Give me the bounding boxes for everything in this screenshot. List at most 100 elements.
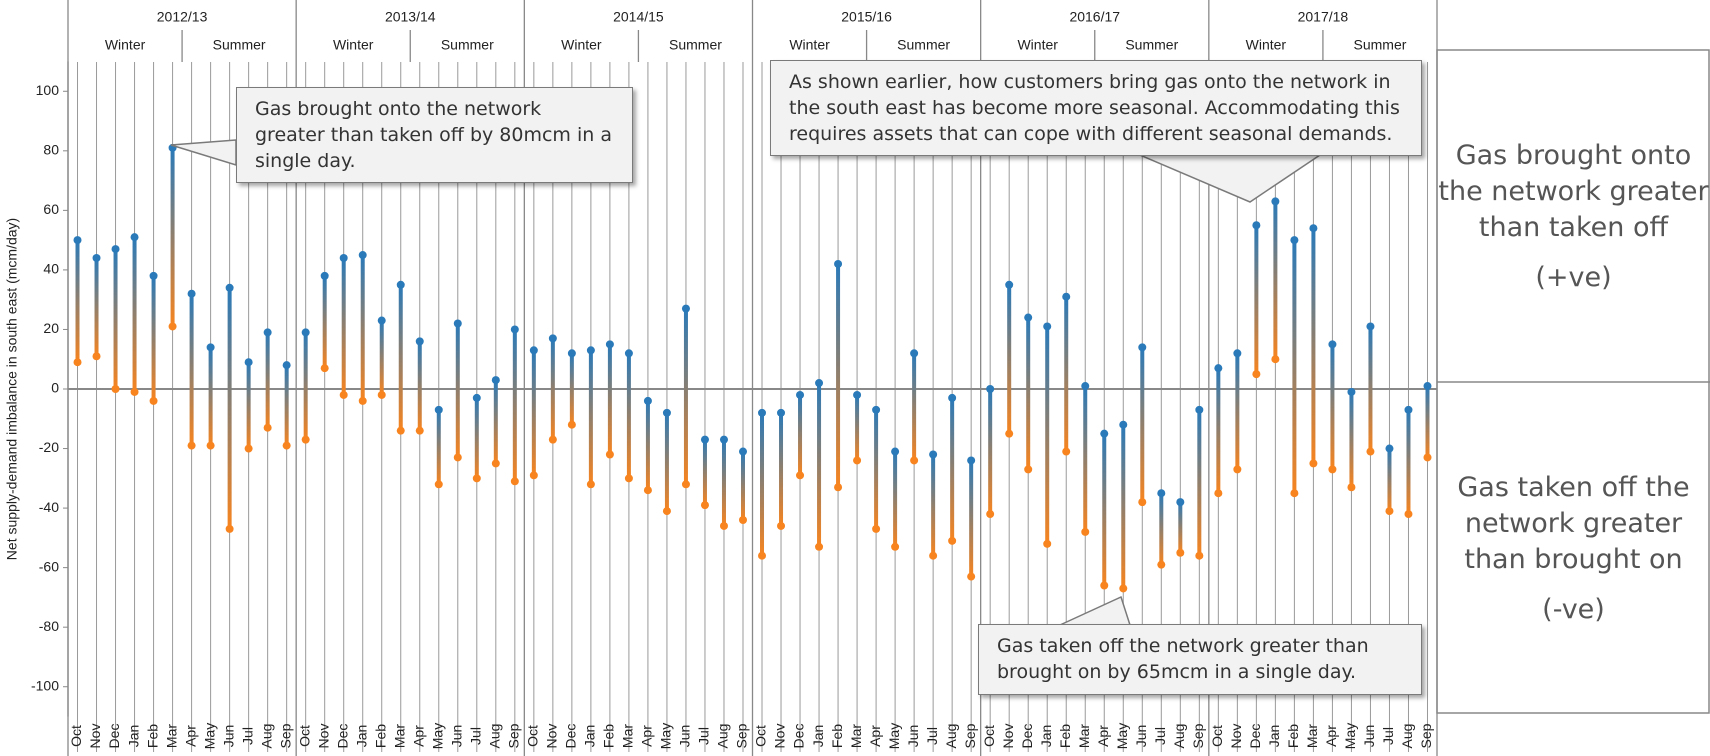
range-bar — [1102, 433, 1107, 586]
range-bar — [931, 454, 936, 556]
min-dot — [605, 450, 614, 459]
year-label: 2014/15 — [613, 9, 664, 25]
x-tick-label: Mar — [391, 724, 407, 748]
season-label: Winter — [561, 37, 602, 53]
min-dot — [1423, 453, 1432, 462]
x-tick-label: Jul — [468, 727, 484, 745]
range-bar — [950, 397, 955, 541]
x-tick-label: Dec — [106, 724, 122, 749]
max-dot — [1385, 444, 1394, 453]
max-dot — [815, 379, 824, 388]
range-bar — [1045, 326, 1050, 544]
x-tick-label: Jun — [1361, 725, 1377, 748]
min-dot — [1385, 507, 1394, 516]
max-dot — [453, 319, 462, 328]
y-tick-label: 60 — [43, 201, 59, 217]
x-tick-label: Aug — [258, 724, 274, 749]
range-bar — [664, 412, 669, 512]
min-dot — [339, 390, 348, 399]
max-dot — [206, 343, 215, 352]
season-label: Winter — [789, 37, 830, 53]
x-tick-label: Aug — [1399, 724, 1415, 749]
x-tick-label: Aug — [715, 724, 731, 749]
y-tick-label: -80 — [39, 618, 59, 634]
x-tick-label: Jan — [1038, 725, 1054, 748]
max-dot — [377, 316, 386, 325]
max-dot — [263, 328, 272, 337]
min-dot — [834, 483, 843, 492]
min-dot — [1252, 370, 1261, 379]
max-dot — [643, 396, 652, 405]
max-dot — [472, 393, 481, 402]
max-dot — [244, 358, 253, 367]
range-bar — [75, 240, 80, 363]
range-bar — [779, 412, 784, 526]
max-dot — [758, 408, 767, 417]
range-bar — [398, 284, 403, 431]
range-bar — [493, 380, 498, 464]
min-dot — [548, 435, 557, 444]
max-dot — [301, 328, 310, 337]
y-tick-label: -40 — [39, 499, 59, 515]
range-bar — [94, 258, 99, 357]
x-tick-label: Apr — [639, 725, 655, 747]
min-dot — [1043, 539, 1052, 548]
season-label: Winter — [1017, 37, 1058, 53]
max-dot — [719, 435, 728, 444]
x-tick-label: Jun — [677, 725, 693, 748]
max-dot — [662, 408, 671, 417]
max-dot — [1328, 340, 1337, 349]
range-bar — [702, 439, 707, 506]
year-label: 2015/16 — [841, 9, 892, 25]
x-tick-label: Nov — [772, 724, 788, 749]
x-tick-label: Dec — [791, 724, 807, 749]
x-tick-label: Mar — [1304, 724, 1320, 748]
max-dot — [1290, 236, 1299, 245]
min-dot — [910, 456, 919, 465]
range-bar — [227, 287, 232, 529]
max-dot — [358, 251, 367, 260]
min-dot — [719, 521, 728, 530]
min-dot — [1328, 465, 1337, 474]
min-dot — [244, 444, 253, 453]
x-tick-label: May — [1114, 723, 1130, 749]
range-bar — [1273, 201, 1278, 360]
min-dot — [73, 358, 82, 367]
max-dot — [891, 447, 900, 456]
min-dot — [758, 551, 767, 560]
range-bar — [1406, 409, 1411, 515]
x-tick-label: Nov — [1228, 724, 1244, 749]
max-dot — [149, 271, 158, 280]
min-dot — [111, 385, 120, 393]
min-dot — [738, 516, 747, 524]
range-bar — [1007, 284, 1012, 434]
min-dot — [643, 486, 652, 495]
range-bar — [1064, 296, 1069, 452]
max-dot — [586, 346, 595, 355]
min-dot — [206, 441, 215, 450]
x-tick-label: Aug — [943, 724, 959, 749]
x-tick-label: Nov — [87, 724, 103, 749]
range-bar — [436, 409, 441, 485]
min-dot — [624, 474, 633, 483]
range-bar — [855, 394, 860, 461]
x-tick-label: Nov — [1000, 724, 1016, 749]
min-dot — [510, 477, 519, 486]
max-dot — [872, 405, 881, 414]
max-dot — [700, 435, 709, 444]
x-tick-label: Jul — [1380, 727, 1396, 745]
range-bar — [645, 400, 650, 491]
max-dot — [853, 390, 862, 399]
min-dot — [1271, 355, 1280, 364]
range-bar — [1026, 317, 1031, 470]
max-dot — [73, 236, 82, 245]
min-dot — [1024, 465, 1033, 474]
min-dot — [358, 396, 367, 405]
max-dot — [1423, 382, 1432, 391]
x-tick-label: Jul — [696, 727, 712, 745]
season-label: Summer — [213, 37, 266, 53]
max-dot — [834, 259, 843, 268]
min-dot — [472, 474, 481, 483]
max-dot — [529, 346, 538, 355]
